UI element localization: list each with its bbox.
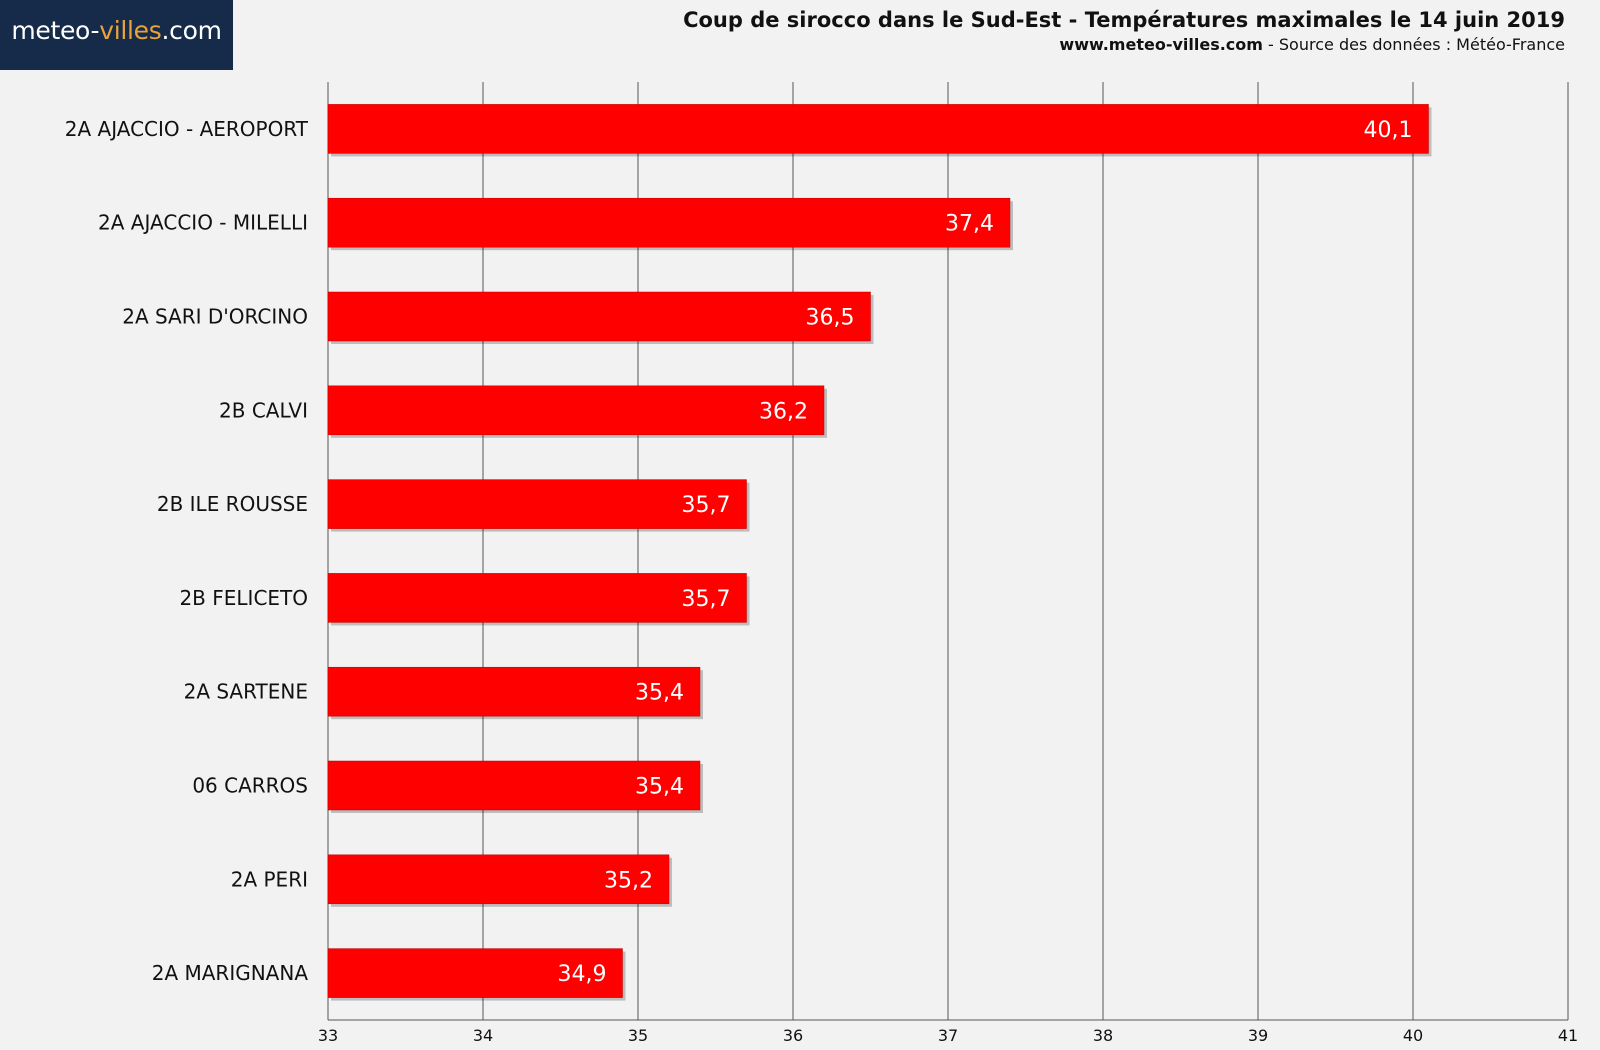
x-tick-label: 41 xyxy=(1558,1026,1578,1045)
category-label: 2A SARI D'ORCINO xyxy=(122,305,308,329)
bar[interactable] xyxy=(327,479,747,529)
bar-value-label: 40,1 xyxy=(1364,118,1413,143)
bar-value-label: 35,4 xyxy=(635,775,684,800)
bar[interactable] xyxy=(327,104,1429,154)
bar-value-label: 35,7 xyxy=(682,587,731,612)
x-tick-label: 36 xyxy=(783,1026,803,1045)
bar[interactable] xyxy=(327,291,871,342)
category-label: 2A AJACCIO - AEROPORT xyxy=(65,117,309,141)
category-label: 2A AJACCIO - MILELLI xyxy=(98,211,308,235)
bar-value-label: 34,9 xyxy=(558,962,607,987)
bar-value-label: 35,7 xyxy=(682,493,731,518)
category-label: 2B FELICETO xyxy=(179,586,308,610)
subtitle-source: - Source des données : Météo-France xyxy=(1262,35,1565,54)
logo-text-accent: villes xyxy=(99,15,162,45)
site-logo[interactable]: meteo-villes .com xyxy=(0,0,233,70)
bar[interactable] xyxy=(327,948,623,998)
x-tick-label: 38 xyxy=(1093,1026,1113,1045)
bar[interactable] xyxy=(327,854,670,905)
bar[interactable] xyxy=(327,666,701,717)
bar[interactable] xyxy=(327,760,701,811)
x-tick-label: 40 xyxy=(1403,1026,1423,1045)
chart-subtitle: www.meteo-villes.com - Source des donnée… xyxy=(1059,35,1565,54)
bar-value-label: 36,2 xyxy=(759,399,808,424)
x-tick-label: 37 xyxy=(938,1026,958,1045)
subtitle-site-link[interactable]: www.meteo-villes.com xyxy=(1059,35,1263,54)
category-label: 06 CARROS xyxy=(192,774,308,798)
bar-value-label: 36,5 xyxy=(806,306,855,331)
x-tick-label: 35 xyxy=(628,1026,648,1045)
category-label: 2B CALVI xyxy=(219,398,308,422)
bar-value-label: 37,4 xyxy=(945,212,994,237)
bar-value-label: 35,4 xyxy=(635,681,684,706)
x-tick-label: 33 xyxy=(318,1026,338,1045)
logo-text-suffix: .com xyxy=(161,15,222,45)
category-label: 2B ILE ROUSSE xyxy=(157,492,308,516)
bar[interactable] xyxy=(327,197,1011,248)
x-tick-label: 34 xyxy=(473,1026,493,1045)
logo-text-main: meteo- xyxy=(11,15,100,45)
category-label: 2A MARIGNANA xyxy=(152,961,309,985)
chart-title: Coup de sirocco dans le Sud-Est - Tempér… xyxy=(683,8,1565,32)
category-label: 2A PERI xyxy=(231,867,308,891)
bar-value-label: 35,2 xyxy=(604,868,653,893)
category-label: 2A SARTENE xyxy=(184,680,308,704)
bar[interactable] xyxy=(327,385,825,436)
bar[interactable] xyxy=(327,573,747,623)
x-tick-label: 39 xyxy=(1248,1026,1268,1045)
